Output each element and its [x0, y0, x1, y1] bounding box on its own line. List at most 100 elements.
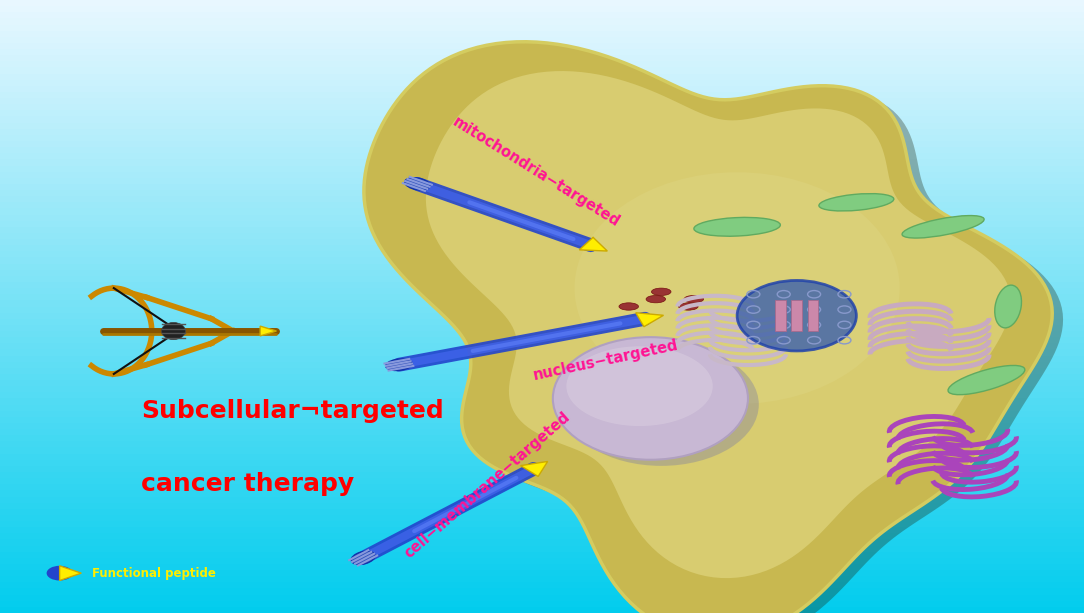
Bar [0, 141, 1084, 147]
Bar [0, 429, 1084, 435]
Ellipse shape [995, 285, 1021, 328]
Bar [0, 43, 1084, 49]
Polygon shape [60, 566, 81, 581]
Bar [0, 588, 1084, 595]
Bar [0, 245, 1084, 251]
Bar [0, 288, 1084, 294]
Ellipse shape [679, 303, 698, 310]
Bar [0, 564, 1084, 570]
Bar [0, 116, 1084, 123]
Bar [0, 227, 1084, 233]
Bar [0, 582, 1084, 588]
Ellipse shape [902, 216, 984, 238]
Polygon shape [635, 313, 663, 327]
Ellipse shape [386, 359, 412, 370]
Ellipse shape [694, 218, 780, 236]
Bar [0, 380, 1084, 386]
Ellipse shape [646, 295, 666, 303]
Bar [0, 202, 1084, 208]
Ellipse shape [737, 281, 856, 351]
Ellipse shape [564, 343, 759, 466]
Bar [0, 67, 1084, 74]
Ellipse shape [948, 365, 1024, 395]
PathPatch shape [364, 42, 1053, 613]
Bar [0, 533, 1084, 539]
Bar [0, 251, 1084, 257]
Text: cancer therapy: cancer therapy [141, 472, 354, 497]
Bar [0, 435, 1084, 441]
Bar [0, 546, 1084, 552]
Bar [0, 166, 1084, 172]
Bar [0, 196, 1084, 202]
Bar [0, 368, 1084, 374]
Bar [0, 454, 1084, 460]
Bar [0, 313, 1084, 319]
Bar [0, 570, 1084, 576]
Bar [0, 208, 1084, 215]
Bar [0, 466, 1084, 472]
Bar [791, 300, 802, 331]
Bar [0, 503, 1084, 509]
Bar [0, 343, 1084, 349]
Bar [0, 276, 1084, 282]
Bar [0, 392, 1084, 398]
Bar [0, 398, 1084, 405]
Bar [0, 300, 1084, 306]
Ellipse shape [684, 295, 704, 303]
Bar [0, 595, 1084, 601]
Bar [0, 484, 1084, 490]
Bar [0, 294, 1084, 300]
Text: Subcellular¬targeted: Subcellular¬targeted [141, 398, 443, 423]
Bar [0, 25, 1084, 31]
Bar [808, 300, 818, 331]
Bar [0, 478, 1084, 484]
Ellipse shape [162, 322, 185, 340]
Bar [0, 18, 1084, 25]
Bar [0, 362, 1084, 368]
Bar [0, 178, 1084, 184]
Bar [0, 6, 1084, 12]
Polygon shape [520, 462, 547, 476]
Bar [0, 37, 1084, 43]
Bar [0, 110, 1084, 116]
Text: mitochondria−targeted: mitochondria−targeted [450, 114, 622, 230]
Bar [0, 607, 1084, 613]
Bar [0, 135, 1084, 141]
Bar [0, 147, 1084, 153]
Bar [0, 172, 1084, 178]
Polygon shape [260, 326, 276, 336]
Bar [0, 0, 1084, 6]
Bar [0, 61, 1084, 67]
PathPatch shape [426, 71, 1011, 578]
Ellipse shape [651, 288, 671, 295]
Bar [0, 159, 1084, 166]
Bar [0, 331, 1084, 337]
Bar [0, 374, 1084, 380]
Text: Functional peptide: Functional peptide [92, 566, 216, 580]
Bar [0, 490, 1084, 497]
Bar [0, 552, 1084, 558]
Circle shape [47, 566, 73, 581]
Bar [0, 129, 1084, 135]
Bar [0, 337, 1084, 343]
Bar [0, 349, 1084, 356]
Ellipse shape [818, 194, 894, 211]
Bar [0, 521, 1084, 527]
Bar [0, 515, 1084, 521]
Ellipse shape [351, 551, 375, 565]
Bar [0, 215, 1084, 221]
Bar [0, 221, 1084, 227]
Bar [0, 184, 1084, 190]
Bar [0, 86, 1084, 92]
Bar [0, 497, 1084, 503]
Bar [0, 417, 1084, 423]
Bar [0, 601, 1084, 607]
Bar [0, 319, 1084, 325]
Ellipse shape [404, 178, 430, 190]
Ellipse shape [553, 337, 748, 460]
Bar [0, 441, 1084, 447]
Bar [0, 270, 1084, 276]
Bar [0, 55, 1084, 61]
Bar [0, 74, 1084, 80]
Bar [0, 239, 1084, 245]
